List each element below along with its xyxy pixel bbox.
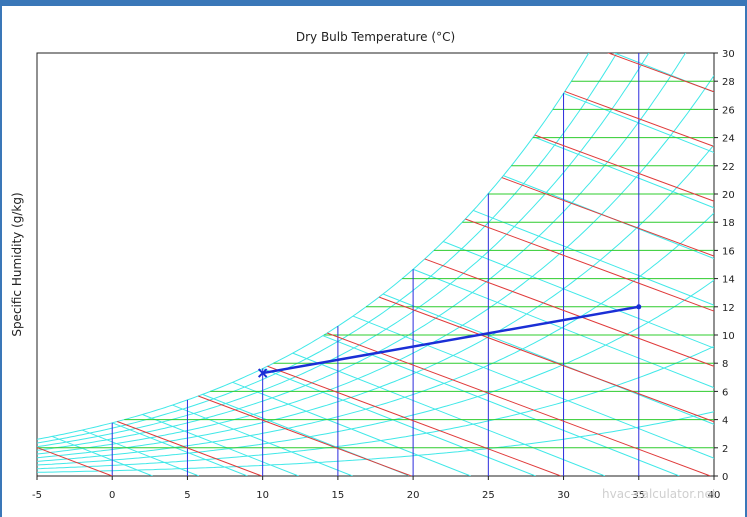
y-tick-label: 6 <box>722 387 728 398</box>
start-point-marker-stroke <box>257 368 268 378</box>
wet-bulb-line <box>533 136 714 209</box>
enthalpy-line <box>534 134 714 202</box>
enthalpy-line <box>198 395 412 476</box>
rh-curve-20 <box>37 346 714 470</box>
y-tick-label: 12 <box>722 303 735 314</box>
y-tick-label: 8 <box>722 359 728 370</box>
wet-bulb-line <box>412 268 714 389</box>
process-line <box>262 305 639 375</box>
wet-bulb-line <box>443 241 714 349</box>
wet-bulb-line <box>473 209 714 306</box>
y-tick-label: 22 <box>722 162 735 173</box>
x-tick-label: 15 <box>332 490 345 501</box>
x-tick-label: 35 <box>632 490 645 501</box>
y-axis-label: Specific Humidity (g/kg) <box>10 192 24 336</box>
x-tick-label: 10 <box>256 490 269 501</box>
enthalpy-line <box>267 365 562 476</box>
enthalpy-line <box>465 218 714 312</box>
rh-curve-10 <box>37 411 714 473</box>
x-tick-label: 40 <box>708 490 721 501</box>
y-tick-label: 18 <box>722 218 735 229</box>
wet-bulb-line <box>262 368 536 476</box>
y-tick-label: 10 <box>722 331 735 342</box>
chart-lines <box>37 53 714 476</box>
wet-bulb-line <box>51 435 153 476</box>
x-axis-ticks: -5 0 5 10 15 20 25 30 35 40 <box>32 476 720 501</box>
enthalpy-line <box>37 446 113 476</box>
wet-bulb-line <box>352 315 714 459</box>
end-point-marker <box>636 304 642 310</box>
y-tick-label: 0 <box>722 472 728 483</box>
y-tick-label: 2 <box>722 444 728 455</box>
rh-curve-80 <box>37 53 650 448</box>
wet-bulb-line <box>142 414 299 476</box>
wet-bulb-line <box>292 352 606 476</box>
process-line-group <box>257 304 642 378</box>
x-tick-label: 20 <box>407 490 420 501</box>
rh-curve-50 <box>37 144 714 459</box>
enthalpy-line <box>117 421 262 476</box>
x-tick-label: 5 <box>184 490 190 501</box>
x-tick-label: 30 <box>557 490 570 501</box>
x-tick-label: 0 <box>109 490 115 501</box>
x-tick-label: -5 <box>32 490 42 501</box>
y-tick-label: 24 <box>722 134 735 145</box>
wet-bulb-line <box>232 381 471 476</box>
x-tick-label: 25 <box>482 490 495 501</box>
chart-title: Dry Bulb Temperature (°C) <box>296 30 455 44</box>
y-tick-label: 16 <box>722 246 735 257</box>
enthalpy-line <box>501 177 714 257</box>
wet-bulb-line <box>322 335 680 476</box>
enthalpy-line <box>424 258 714 367</box>
wet-bulb-line <box>112 422 248 476</box>
enthalpy-line <box>326 332 711 476</box>
y-tick-label: 4 <box>722 416 728 427</box>
y-tick-label: 20 <box>722 190 735 201</box>
wet-bulb-line <box>81 429 199 476</box>
y-tick-label: 28 <box>722 77 735 88</box>
watermark: hvac-calculator.net <box>602 487 717 501</box>
rh-curve-100 <box>37 53 590 440</box>
rh-curve-90 <box>37 53 618 444</box>
y-tick-label: 14 <box>722 275 735 286</box>
y-tick-label: 26 <box>722 105 735 116</box>
enthalpy-line <box>378 296 714 423</box>
y-tick-label: 30 <box>722 49 735 60</box>
